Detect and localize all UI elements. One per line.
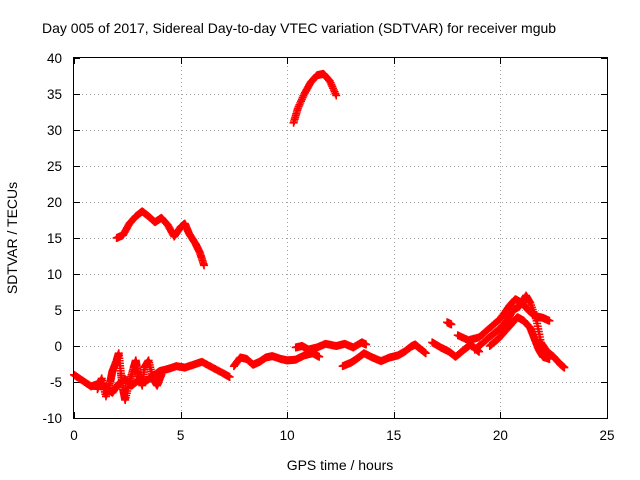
data-point: [545, 316, 554, 325]
x-tick-label: 0: [70, 428, 78, 443]
x-axis-label: GPS time / hours: [287, 457, 394, 473]
y-tick-labels: -10 -5 0 5 10 15 20 25 30 35 40: [42, 51, 62, 426]
x-tick-label: 20: [493, 428, 508, 443]
data-series: [70, 69, 569, 404]
data-point: [157, 370, 166, 379]
data-point: [447, 320, 456, 329]
x-tick-labels: 0 5 10 15 20 25: [70, 428, 614, 443]
x-tick-label: 25: [599, 428, 614, 443]
plot-frame: [73, 57, 608, 419]
data-point: [332, 91, 341, 100]
y-tick-label: 15: [47, 231, 62, 246]
series-track-h: [443, 318, 456, 329]
data-point: [545, 354, 554, 363]
series-track-b: [289, 69, 341, 127]
x-tick-label: 5: [177, 428, 185, 443]
y-tick-label: 20: [47, 195, 62, 210]
x-tick-label: 10: [280, 428, 295, 443]
series-track-e: [291, 338, 371, 354]
y-tick-label: 10: [47, 267, 62, 282]
y-tick-label: 40: [47, 51, 62, 66]
series-track-k: [485, 313, 554, 363]
series-track-a: [112, 207, 209, 270]
y-tick-label: 30: [47, 123, 62, 138]
y-tick-label: 0: [54, 339, 62, 354]
x-tick-label: 15: [386, 428, 401, 443]
y-tick-label: 35: [47, 87, 62, 102]
data-point: [421, 349, 430, 358]
data-point: [560, 363, 569, 372]
data-point: [294, 102, 303, 111]
y-axis-label: SDTVAR / TECUs: [4, 182, 20, 294]
y-tick-label: 25: [47, 159, 62, 174]
y-tick-label: 5: [54, 303, 62, 318]
data-point: [315, 352, 324, 361]
series-track-c2: [93, 349, 166, 404]
data-point: [362, 340, 371, 349]
chart-title: Day 005 of 2017, Sidereal Day-to-day VTE…: [42, 20, 556, 36]
y-tick-label: -10: [42, 411, 62, 426]
series-track-f: [338, 340, 430, 371]
grid: [74, 58, 607, 418]
data-point: [225, 372, 234, 381]
data-point: [200, 261, 209, 270]
y-tick-label: -5: [50, 375, 62, 390]
